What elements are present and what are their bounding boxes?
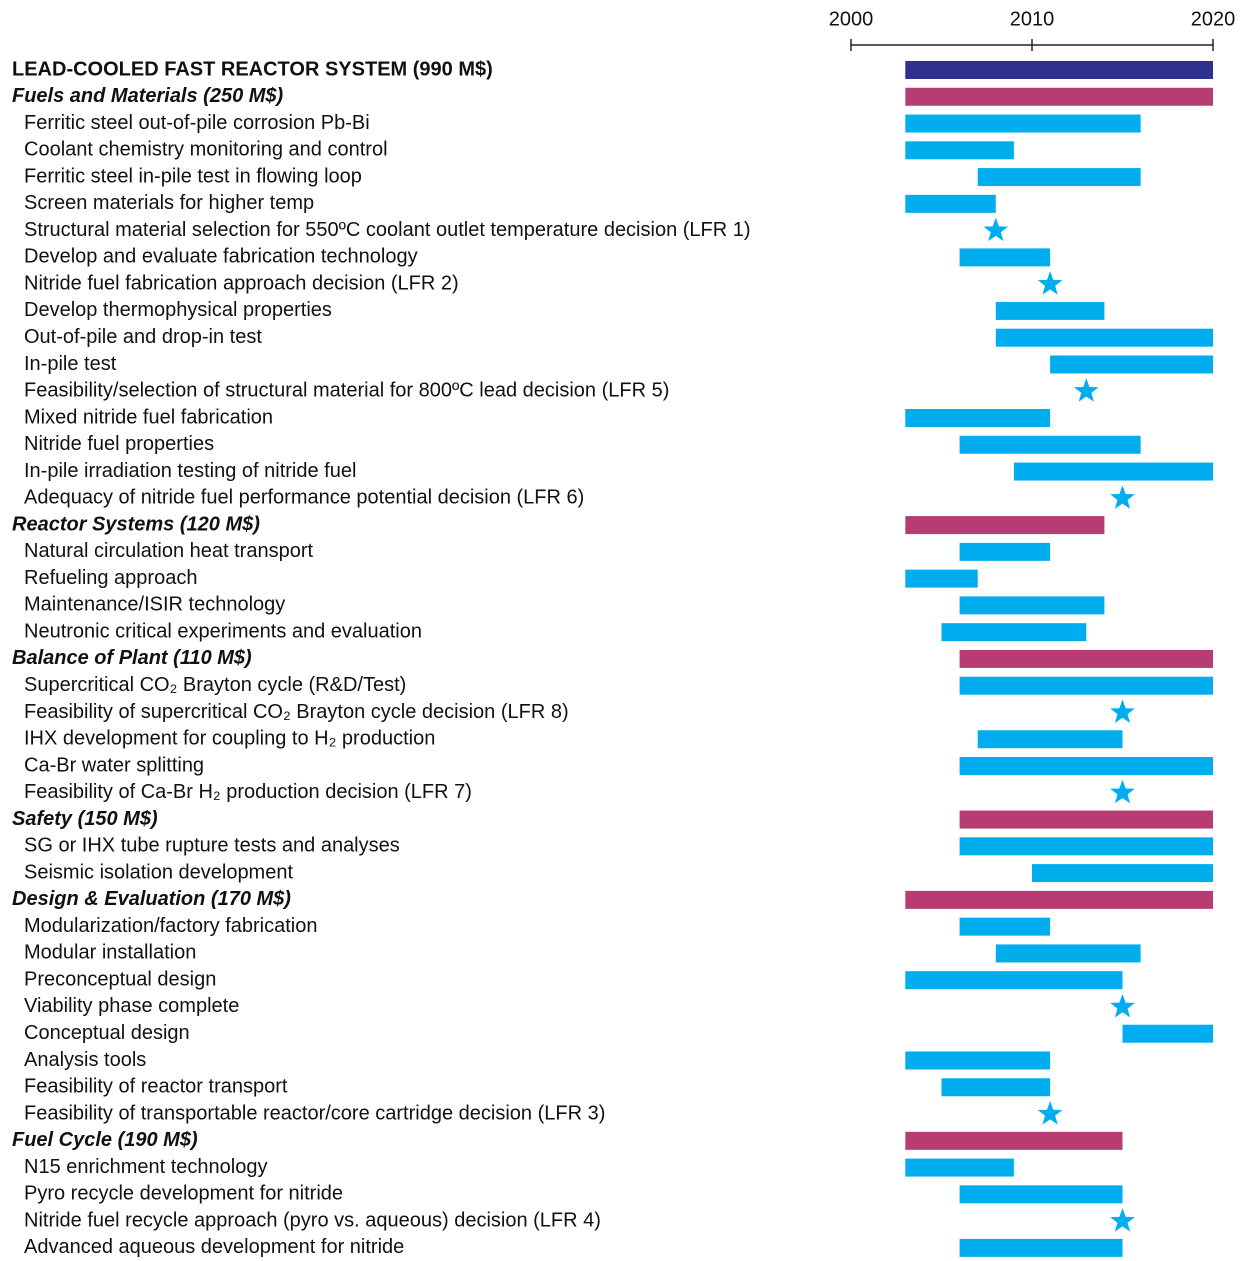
task-label: Nitride fuel fabrication approach decisi… [24, 272, 459, 294]
bar [1122, 1024, 1213, 1043]
task-label: Structural material selection for 550ºC … [24, 219, 751, 241]
milestone [1073, 378, 1099, 402]
bar [959, 757, 1213, 776]
x-tick-label: 2010 [1010, 8, 1055, 30]
bar [905, 141, 1014, 160]
bar [995, 944, 1141, 963]
task-label: Ca-Br water splitting [24, 754, 204, 776]
task-label: Analysis tools [24, 1049, 146, 1071]
bar [905, 194, 996, 213]
task-label: Mixed nitride fuel fabrication [24, 406, 273, 428]
milestone [1037, 1101, 1063, 1125]
task-label: Seismic isolation development [24, 861, 293, 883]
task-label: Neutronic critical experiments and evalu… [24, 620, 422, 642]
bar [959, 248, 1051, 267]
bar [905, 890, 1213, 909]
task-label: Screen materials for higher temp [24, 192, 314, 214]
task-label: Feasibility of supercritical CO₂ Brayton… [24, 701, 569, 723]
task-label: Maintenance/ISIR technology [24, 594, 285, 616]
task-label: Out-of-pile and drop-in test [24, 326, 262, 348]
task-label: Feasibility/selection of structural mate… [24, 380, 669, 402]
task-label: Develop and evaluate fabrication technol… [24, 246, 418, 268]
task-label: Adequacy of nitride fuel performance pot… [24, 487, 584, 509]
milestone [1110, 699, 1135, 723]
bar [905, 971, 1123, 990]
task-label: Develop thermophysical properties [24, 299, 332, 321]
bar [959, 837, 1213, 856]
task-label: Viability phase complete [24, 995, 239, 1017]
task-label: Modular installation [24, 942, 196, 964]
bar [941, 623, 1087, 642]
bar [905, 1051, 1051, 1070]
bar [905, 1158, 1014, 1177]
milestone [1110, 1208, 1135, 1232]
task-label: Ferritic steel in-pile test in flowing l… [24, 165, 362, 187]
group-label: Fuels and Materials (250 M$) [12, 85, 284, 107]
bar [1032, 864, 1213, 883]
task-label: Pyro recycle development for nitride [24, 1183, 343, 1205]
task-label: Feasibility of reactor transport [24, 1076, 288, 1098]
bar [995, 301, 1105, 320]
task-label: Preconceptual design [24, 968, 216, 990]
task-label: Refueling approach [24, 567, 197, 589]
bar [905, 1131, 1123, 1150]
bar [977, 168, 1141, 187]
system-label: LEAD-COOLED FAST REACTOR SYSTEM (990 M$) [12, 58, 493, 80]
bar [941, 1078, 1051, 1097]
x-tick-label: 2020 [1191, 8, 1236, 30]
task-label: Coolant chemistry monitoring and control [24, 139, 388, 161]
milestone [1110, 779, 1135, 804]
bar [995, 328, 1213, 347]
bar [959, 810, 1213, 829]
task-label: In-pile test [24, 353, 117, 375]
task-label: Nitride fuel properties [24, 433, 214, 455]
bar [959, 1238, 1123, 1257]
group-label: Reactor Systems (120 M$) [12, 513, 260, 535]
task-label: Feasibility of transportable reactor/cor… [24, 1102, 605, 1124]
milestone [1037, 271, 1063, 295]
bar [905, 516, 1105, 535]
group-label: Fuel Cycle (190 M$) [12, 1129, 198, 1151]
task-label: IHX development for coupling to H₂ produ… [24, 728, 435, 750]
task-label: Modularization/factory fabrication [24, 915, 317, 937]
group-label: Balance of Plant (110 M$) [12, 647, 252, 669]
task-label: In-pile irradiation testing of nitride f… [24, 460, 356, 482]
task-label: Supercritical CO₂ Brayton cycle (R&D/Tes… [24, 674, 406, 696]
task-label: Ferritic steel out-of-pile corrosion Pb-… [24, 112, 370, 134]
x-tick-label: 2000 [829, 8, 874, 30]
bar [959, 596, 1105, 615]
task-label: Nitride fuel recycle approach (pyro vs. … [24, 1209, 601, 1231]
milestone [983, 217, 1009, 242]
bar [1013, 462, 1213, 481]
bar [959, 1185, 1123, 1204]
group-label: Safety (150 M$) [12, 808, 158, 830]
bar [959, 435, 1141, 454]
group-label: Design & Evaluation (170 M$) [12, 888, 291, 910]
bar [959, 917, 1051, 936]
task-label: SG or IHX tube rupture tests and analyse… [24, 835, 400, 857]
bar [905, 409, 1051, 428]
milestone [1110, 485, 1135, 509]
bar [905, 61, 1213, 79]
task-label: Natural circulation heat transport [24, 540, 313, 562]
milestone [1110, 993, 1135, 1018]
task-label: Conceptual design [24, 1022, 190, 1044]
bar [905, 87, 1213, 106]
bar [905, 569, 978, 588]
task-label: Advanced aqueous development for nitride [24, 1236, 404, 1258]
task-label: N15 enrichment technology [24, 1156, 267, 1178]
bar [959, 649, 1213, 668]
bar [977, 730, 1123, 749]
task-label: Feasibility of Ca-Br H₂ production decis… [24, 781, 472, 803]
bar [959, 676, 1213, 695]
bar [959, 542, 1051, 561]
bar [1050, 355, 1213, 374]
bar [905, 114, 1141, 133]
